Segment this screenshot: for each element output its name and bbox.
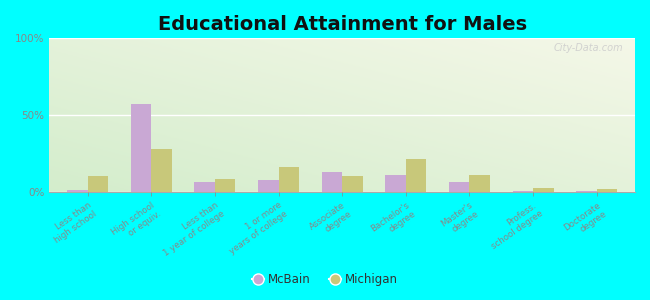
Title: Educational Attainment for Males: Educational Attainment for Males [157,15,526,34]
Bar [151,149,172,192]
Bar [322,172,342,192]
Bar [406,159,426,192]
Bar [67,190,88,192]
Bar [577,191,597,192]
Bar [597,189,618,192]
Bar [215,178,235,192]
Bar [88,176,108,192]
Bar [385,175,406,192]
Bar [342,176,363,192]
Bar [278,167,299,192]
Bar [194,182,215,192]
Bar [449,182,469,192]
Bar [533,188,554,192]
Bar [131,104,151,192]
Bar [469,176,490,192]
Legend: McBain, Michigan: McBain, Michigan [247,269,403,291]
Bar [513,191,533,192]
Text: City-Data.com: City-Data.com [554,43,623,53]
Bar [258,180,278,192]
